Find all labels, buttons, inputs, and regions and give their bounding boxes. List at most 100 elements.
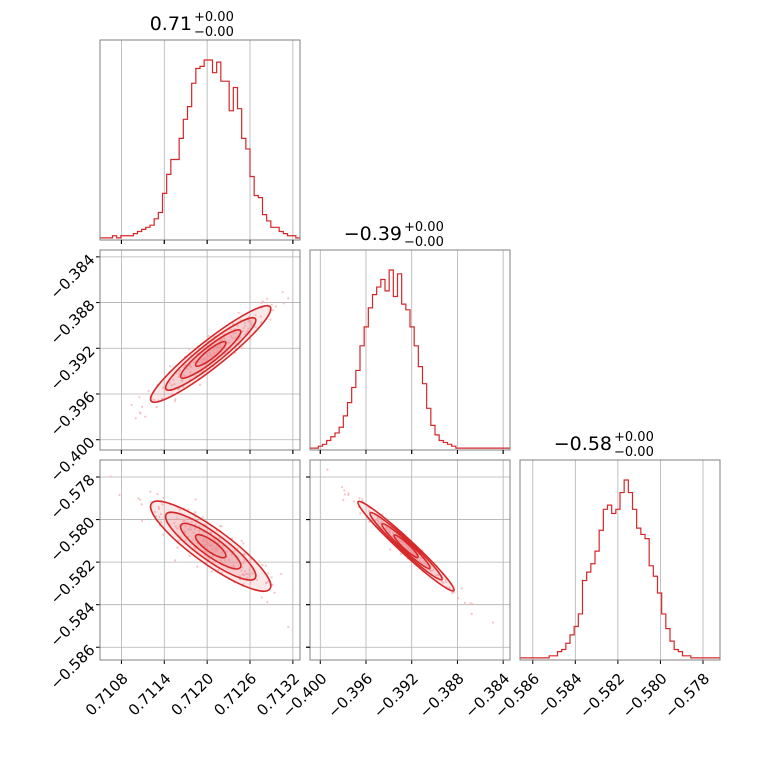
x-tick-label: −0.396 [324, 670, 376, 722]
sample-point [234, 337, 237, 340]
sample-point [343, 489, 346, 492]
panel-frame [99, 459, 301, 661]
sample-point [194, 511, 197, 514]
sample-point [260, 301, 263, 304]
sample-point [399, 552, 402, 556]
sample-point [243, 574, 246, 577]
sample-point [352, 500, 355, 503]
panel-frame [519, 459, 721, 661]
x-tick-label: −0.580 [619, 670, 671, 722]
sample-point [177, 375, 180, 379]
sample-point [326, 468, 329, 471]
sample-point [264, 564, 267, 567]
sample-point [230, 553, 233, 556]
sample-point [440, 580, 443, 583]
x-tick-label: 0.7108 [82, 670, 132, 720]
sample-point [250, 322, 253, 326]
sample-point [198, 529, 201, 533]
sample-point [207, 355, 210, 358]
sample-point [432, 569, 435, 572]
sample-point [470, 612, 473, 616]
sample-point [261, 563, 264, 567]
x-tick-label: 0.7114 [125, 670, 175, 720]
panel-title-upper: +0.00 [404, 220, 444, 235]
sample-point [236, 324, 239, 327]
sample-point [270, 303, 273, 306]
sample-point [492, 621, 495, 624]
y-tick-label: −0.582 [47, 556, 99, 608]
sample-point [359, 512, 362, 515]
sample-point [193, 527, 196, 531]
sample-point [347, 493, 350, 496]
sample-point [213, 539, 216, 542]
sample-point [214, 547, 217, 550]
sample-point [189, 525, 192, 528]
sample-point [201, 360, 204, 364]
sample-point [187, 508, 190, 511]
sample-point [176, 527, 179, 530]
sample-point [429, 569, 433, 572]
panel-title-upper: +0.00 [194, 10, 234, 25]
sample-point [242, 330, 245, 333]
sample-point [242, 553, 245, 556]
scatter-layer [130, 291, 290, 420]
panel-title-lower: −0.00 [194, 25, 234, 40]
sample-point [254, 326, 257, 329]
sample-point [377, 522, 380, 525]
density-contour [164, 316, 257, 392]
sample-point [189, 528, 193, 531]
sample-point [212, 352, 215, 355]
sample-point [210, 548, 214, 551]
sample-point [246, 577, 249, 580]
x-tick-label: 0.7120 [168, 669, 218, 719]
sample-point [358, 497, 361, 500]
sample-point [451, 591, 454, 595]
sample-point [160, 521, 163, 524]
sample-point [155, 515, 158, 518]
sample-point [208, 352, 211, 355]
sample-point [251, 572, 254, 575]
sample-point [244, 324, 247, 327]
sample-point [208, 544, 211, 547]
y-tick-label: −0.580 [47, 513, 99, 565]
sample-point [206, 552, 209, 555]
sample-point [153, 398, 156, 401]
sample-point [267, 572, 270, 575]
sample-point [282, 302, 285, 305]
x-tick-label: 0.7126 [210, 670, 260, 720]
x-tick-label: −0.584 [534, 670, 586, 722]
sample-point [172, 378, 175, 381]
sample-point [237, 311, 240, 314]
sample-point [208, 542, 211, 546]
sample-point [189, 371, 192, 374]
sample-point [177, 370, 180, 373]
sample-point [201, 357, 204, 361]
sample-point [273, 591, 276, 594]
sample-point [368, 520, 371, 523]
sample-point [216, 345, 219, 348]
sample-point [249, 581, 252, 584]
sample-point [448, 586, 451, 589]
sample-point [246, 329, 249, 332]
sample-point [374, 519, 377, 522]
sample-point [239, 336, 242, 339]
sample-point [250, 320, 253, 323]
sample-point [184, 519, 187, 522]
sample-point [243, 322, 246, 325]
sample-point [216, 349, 219, 352]
panel-title-lower: −0.00 [404, 235, 444, 250]
sample-point [214, 549, 217, 552]
sample-point [227, 341, 230, 344]
sample-point [155, 406, 158, 409]
scatter-layer [109, 475, 290, 628]
sample-point [463, 601, 466, 605]
sample-point [403, 541, 406, 545]
sample-point [422, 561, 425, 564]
sample-point [169, 365, 172, 368]
sample-point [206, 541, 209, 544]
sample-point [162, 386, 165, 389]
sample-point [204, 543, 207, 546]
sample-point [168, 381, 171, 384]
sample-point [201, 516, 204, 519]
sample-point [211, 544, 214, 547]
